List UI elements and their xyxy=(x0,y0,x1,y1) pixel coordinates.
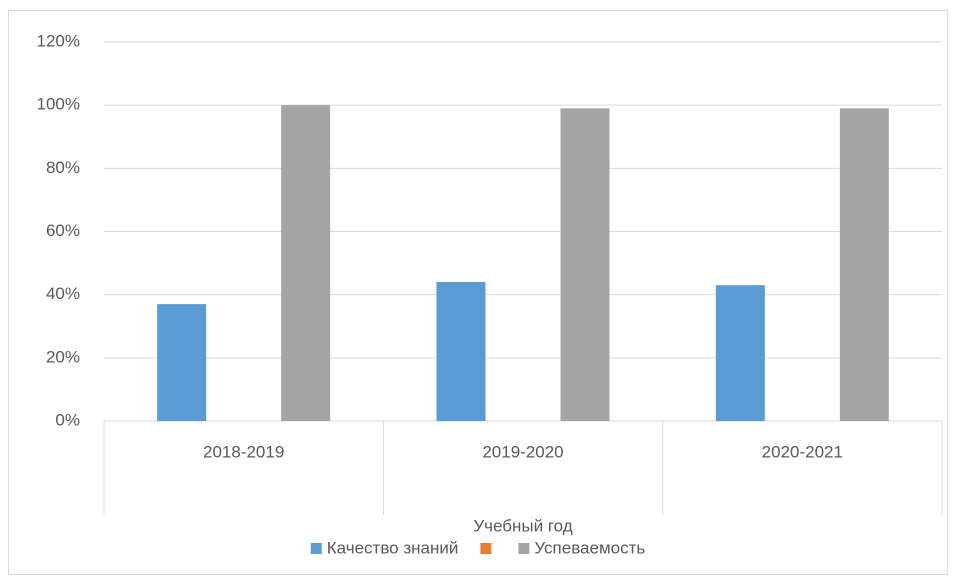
y-tick-label: 100% xyxy=(37,95,80,114)
legend-swatch xyxy=(310,543,322,554)
y-tick-label: 120% xyxy=(37,31,80,50)
x-axis-title: Учебный год xyxy=(473,516,572,535)
y-tick-label: 20% xyxy=(46,347,80,366)
legend-label: Успеваемость xyxy=(534,538,645,557)
bar xyxy=(715,285,765,421)
x-tick-label: 2018-2019 xyxy=(203,442,284,461)
legend-swatch xyxy=(518,543,530,554)
y-tick-label: 60% xyxy=(46,221,80,240)
legend-swatch xyxy=(480,543,492,554)
y-tick-label: 80% xyxy=(46,158,80,177)
bar xyxy=(157,304,207,421)
x-tick-label: 2020-2021 xyxy=(762,442,843,461)
y-tick-label: 40% xyxy=(46,284,80,303)
x-tick-label: 2019-2020 xyxy=(482,442,563,461)
y-tick-label: 0% xyxy=(55,410,80,429)
bar xyxy=(839,108,889,421)
bar xyxy=(560,108,610,421)
legend-label: Качество знаний xyxy=(327,538,459,557)
bar xyxy=(281,105,331,422)
bar xyxy=(436,282,486,421)
